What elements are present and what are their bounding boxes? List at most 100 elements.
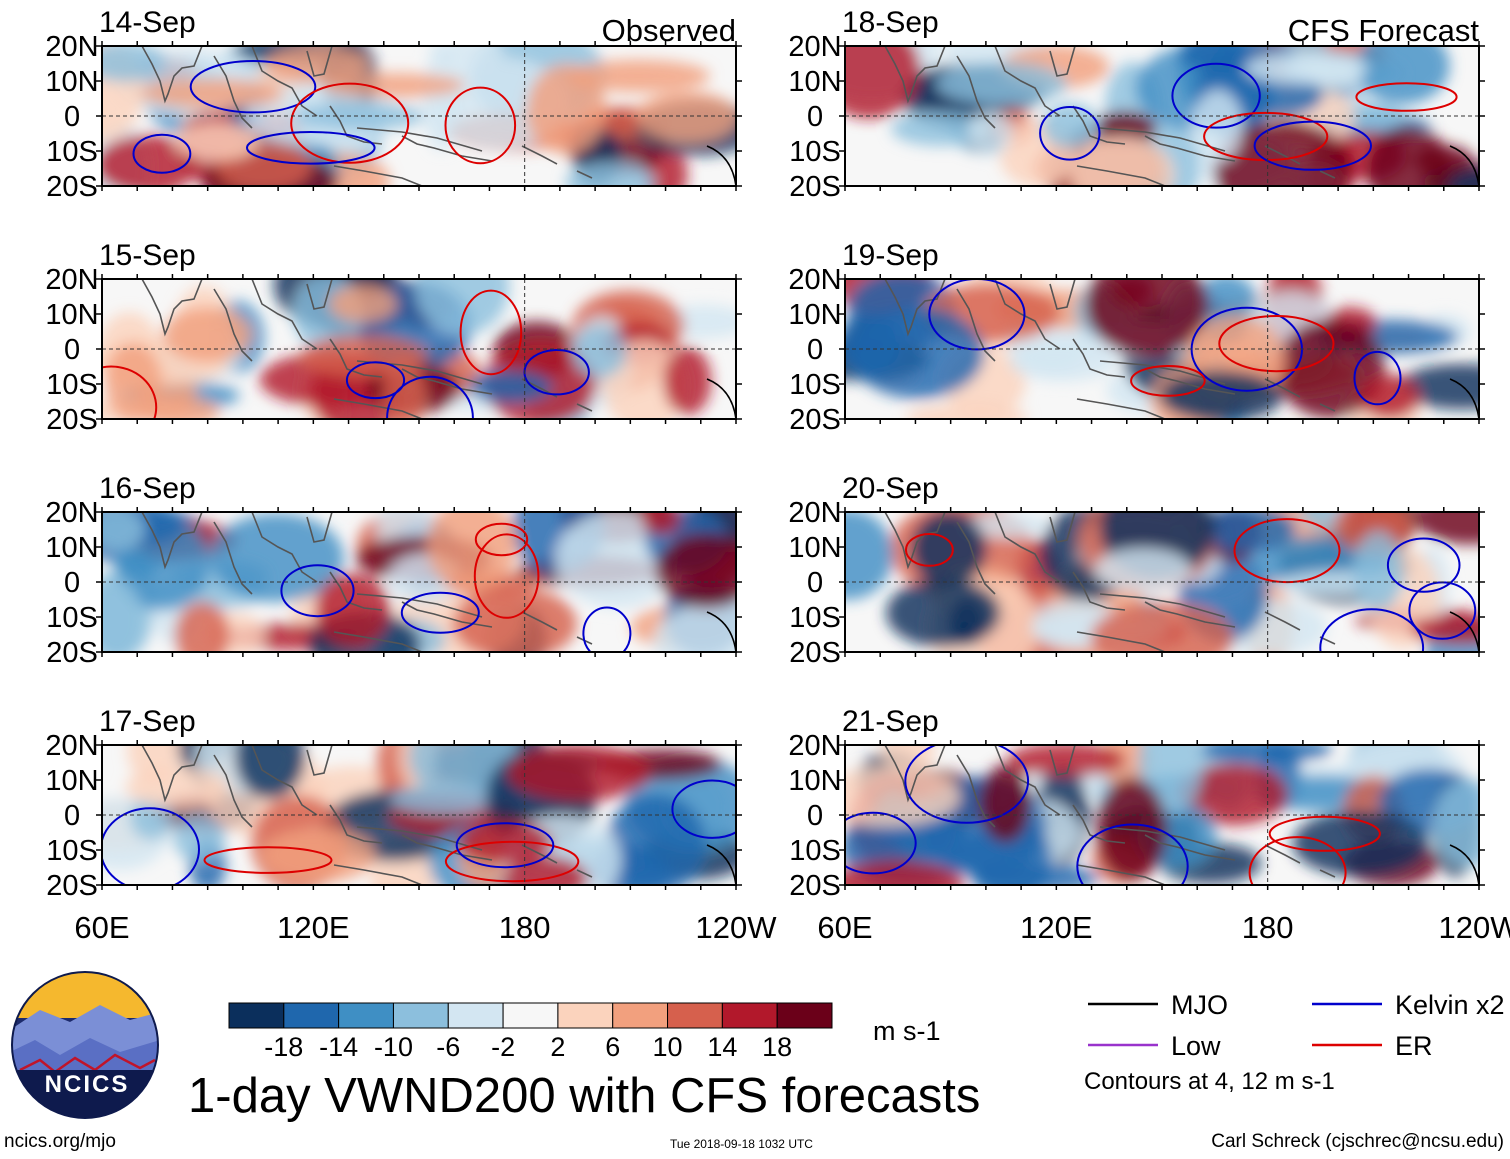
kelvin-contour xyxy=(132,133,192,174)
anomaly-field xyxy=(102,512,736,652)
coastline xyxy=(1049,46,1076,77)
coastline xyxy=(333,864,423,885)
ncics-logo: NCICS xyxy=(11,971,159,1119)
legend-label: Kelvin x2 xyxy=(1395,990,1505,1020)
anomaly-blob xyxy=(321,72,466,98)
lat-label: 20S xyxy=(46,171,98,203)
coastline xyxy=(576,869,593,878)
coastline xyxy=(576,403,593,412)
coastline xyxy=(333,398,423,419)
anomaly-blob xyxy=(1178,763,1289,826)
panel-date: 20-Sep xyxy=(842,472,939,505)
colorbar-tick: -14 xyxy=(319,1032,358,1062)
coastline xyxy=(213,288,253,362)
colorbar-swatch xyxy=(338,1002,394,1029)
coastline xyxy=(521,145,558,165)
coastline xyxy=(401,135,493,162)
lat-label: 20N xyxy=(788,264,841,296)
coastline xyxy=(1264,844,1301,864)
coastline xyxy=(306,46,333,77)
colorbar: -18 -14 -10 -6 -2 2 6 10 14 18 xyxy=(228,1002,833,1062)
anomaly-field xyxy=(845,46,1479,186)
coastline xyxy=(994,279,1061,350)
er-contour xyxy=(1218,315,1335,373)
coastline xyxy=(251,512,318,583)
coastline xyxy=(306,279,333,310)
coastline xyxy=(1264,611,1301,631)
panel-header: CFS Forecast xyxy=(1288,13,1480,48)
colorbar-swatch xyxy=(776,1002,833,1029)
panel-date: 21-Sep xyxy=(842,705,939,738)
kelvin-contour xyxy=(455,822,555,869)
anomaly-blob xyxy=(1432,778,1479,867)
er-contour xyxy=(1268,815,1381,852)
coastline xyxy=(1144,834,1236,861)
lat-label: 10N xyxy=(45,299,98,331)
coastline xyxy=(333,631,423,652)
kelvin-contour xyxy=(1319,608,1425,652)
colorbar-swatch xyxy=(612,1002,669,1029)
anomaly-blob xyxy=(891,111,990,147)
lat-label: 10N xyxy=(788,532,841,564)
anomaly-blob xyxy=(663,346,712,416)
legend-label: ER xyxy=(1395,1031,1433,1061)
coastline xyxy=(1049,745,1076,776)
coastline xyxy=(1264,145,1301,165)
anomaly-blob xyxy=(1094,547,1192,593)
er-contour xyxy=(905,533,954,567)
coastline xyxy=(884,745,946,803)
coastline xyxy=(251,745,318,816)
anomaly-blob xyxy=(963,512,1051,538)
coastline xyxy=(1099,360,1226,385)
colorbar-swatch xyxy=(557,1002,614,1029)
colorbar-tick: 14 xyxy=(707,1032,737,1062)
coastline xyxy=(1264,378,1301,398)
er-contour xyxy=(459,289,523,376)
lat-label: 0 xyxy=(64,800,80,832)
coastline xyxy=(1076,398,1166,419)
coastlines xyxy=(141,745,593,885)
anomaly-blob xyxy=(139,78,284,109)
kelvin-contour xyxy=(671,779,736,839)
coastline xyxy=(884,46,946,104)
panel-header: Observed xyxy=(602,13,736,48)
lat-label: 10N xyxy=(45,765,98,797)
anomaly-blob xyxy=(1359,374,1420,419)
colorbar-swatch xyxy=(392,1002,449,1029)
coastline xyxy=(956,521,996,595)
lat-label: 20S xyxy=(46,870,98,902)
anomaly-blob xyxy=(565,161,655,186)
coastline xyxy=(956,288,996,362)
lat-label: 20S xyxy=(789,404,841,436)
lat-label: 10N xyxy=(788,765,841,797)
lat-label: 0 xyxy=(64,334,80,366)
kelvin-contour xyxy=(386,375,474,419)
author-credit: Carl Schreck (cjschrec@ncsu.edu) xyxy=(1211,1131,1504,1152)
coastline xyxy=(1076,165,1166,186)
anomaly-blob xyxy=(949,597,986,646)
coastline xyxy=(213,55,253,129)
coastline xyxy=(356,127,483,152)
figure-title: 1-day VWND200 with CFS forecasts xyxy=(188,1069,981,1123)
contour-note: Contours at 4, 12 m s-1 xyxy=(1084,1068,1335,1095)
timestamp: Tue 2018-09-18 1032 UTC xyxy=(670,1137,813,1151)
coastline xyxy=(306,512,333,543)
anomaly-blob xyxy=(138,396,220,419)
anomaly-blob xyxy=(1356,46,1450,104)
coastline xyxy=(1319,403,1336,412)
anomaly-blob xyxy=(102,46,167,82)
er-contour xyxy=(473,533,540,619)
anomaly-blob xyxy=(102,134,199,186)
coastline xyxy=(251,46,318,117)
anomaly-blob xyxy=(845,46,921,119)
colorbar-tick: 2 xyxy=(550,1032,565,1062)
coastline xyxy=(576,170,593,179)
colorbar-tick: -6 xyxy=(436,1032,460,1062)
anomaly-blob xyxy=(1410,614,1479,645)
wave-contours xyxy=(928,279,1479,419)
